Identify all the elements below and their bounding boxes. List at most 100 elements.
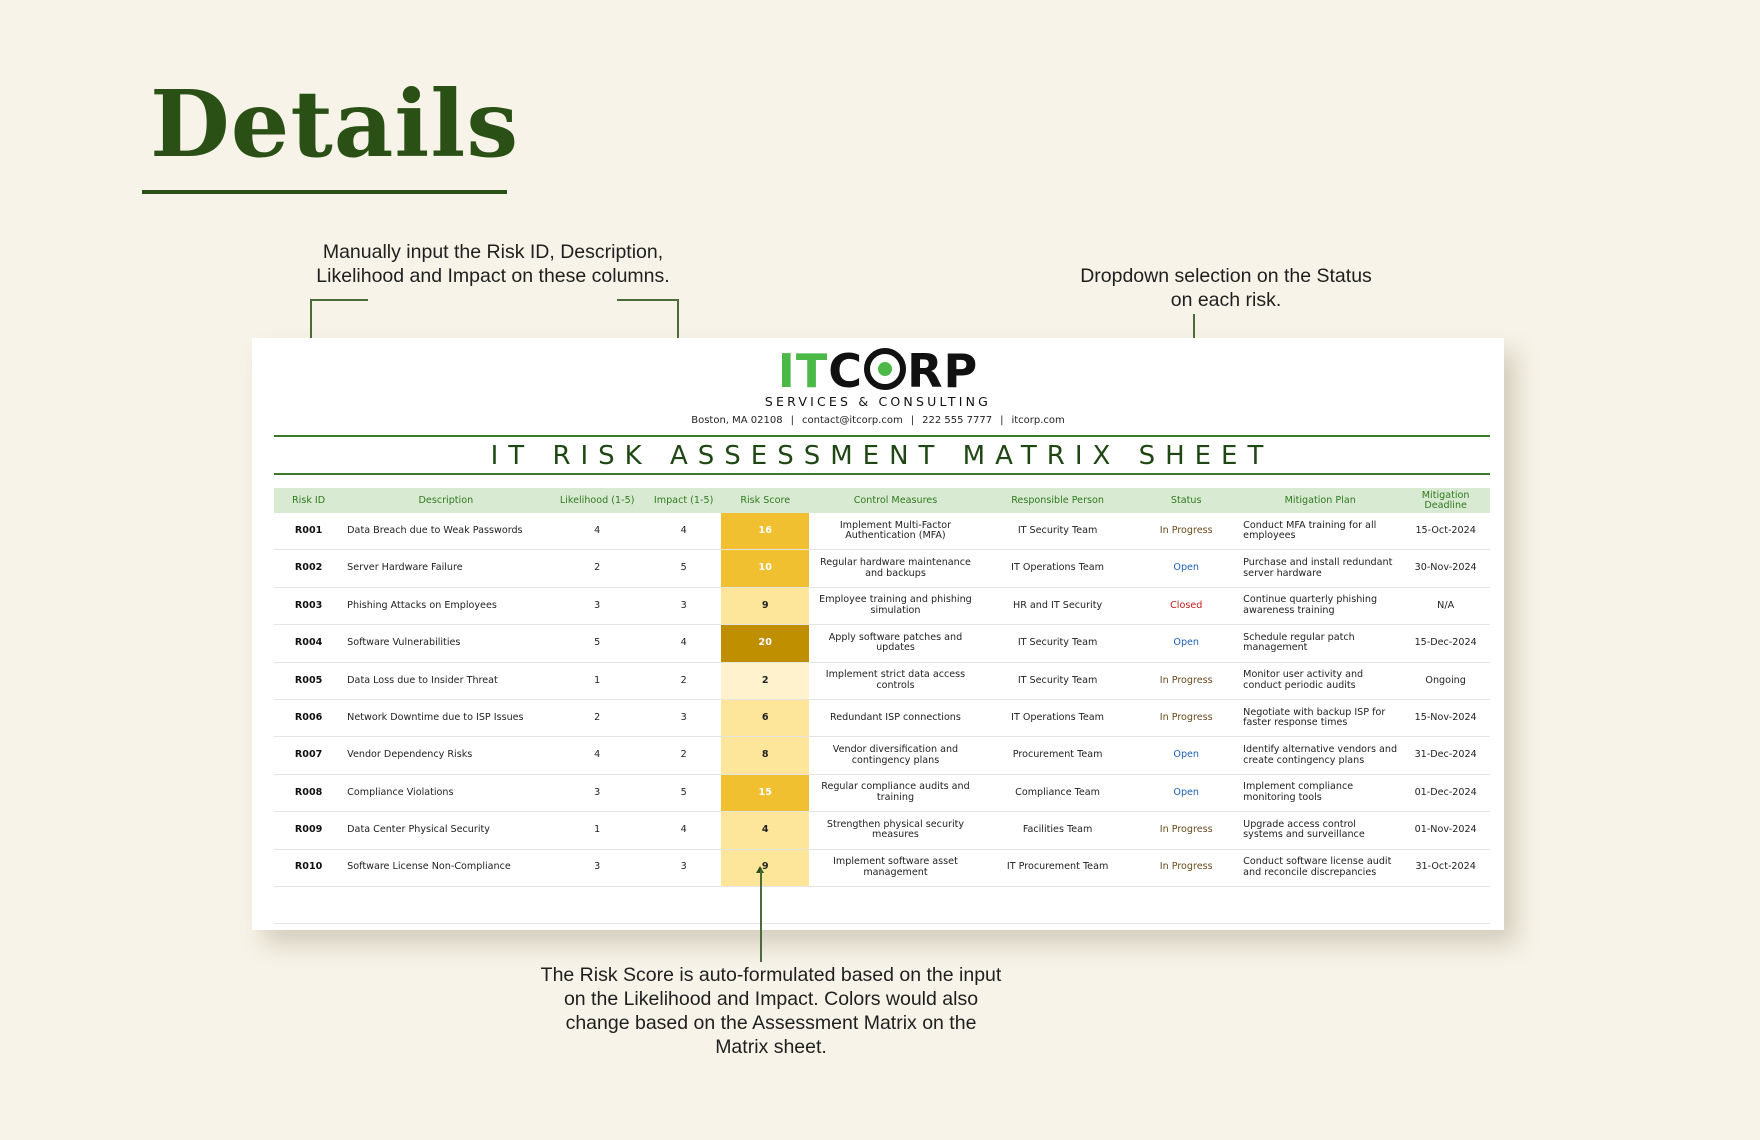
likelihood-cell[interactable]: 3 bbox=[548, 849, 646, 887]
status-dropdown[interactable]: In Progress bbox=[1133, 811, 1240, 850]
empty-cell[interactable] bbox=[548, 886, 646, 925]
responsible-person-cell[interactable]: Compliance Team bbox=[981, 774, 1134, 813]
col-status: Status bbox=[1133, 488, 1240, 513]
impact-cell[interactable]: 3 bbox=[645, 849, 722, 887]
mitigation-deadline-cell[interactable]: 31-Dec-2024 bbox=[1401, 736, 1490, 775]
impact-cell[interactable]: 5 bbox=[645, 549, 722, 588]
responsible-person-cell[interactable]: IT Security Team bbox=[981, 513, 1134, 551]
likelihood-cell[interactable]: 1 bbox=[548, 811, 646, 850]
description-cell[interactable]: Software Vulnerabilities bbox=[343, 624, 549, 663]
empty-cell[interactable] bbox=[1239, 886, 1402, 925]
control-measures-cell[interactable]: Vendor diversification and contingency p… bbox=[809, 736, 982, 775]
description-cell[interactable]: Vendor Dependency Risks bbox=[343, 736, 549, 775]
likelihood-cell[interactable]: 2 bbox=[548, 549, 646, 588]
mitigation-deadline-cell[interactable]: Ongoing bbox=[1401, 662, 1490, 700]
status-dropdown[interactable]: Open bbox=[1133, 736, 1240, 775]
mitigation-plan-cell[interactable]: Implement compliance monitoring tools bbox=[1239, 774, 1402, 813]
likelihood-cell[interactable]: 5 bbox=[548, 624, 646, 663]
likelihood-cell[interactable]: 1 bbox=[548, 662, 646, 700]
description-cell[interactable]: Compliance Violations bbox=[343, 774, 549, 813]
status-dropdown[interactable]: In Progress bbox=[1133, 513, 1240, 551]
control-measures-cell[interactable]: Strengthen physical security measures bbox=[809, 811, 982, 850]
mitigation-plan-cell[interactable]: Identify alternative vendors and create … bbox=[1239, 736, 1402, 775]
mitigation-deadline-cell[interactable]: N/A bbox=[1401, 587, 1490, 626]
control-measures-cell[interactable]: Implement strict data access controls bbox=[809, 662, 982, 700]
mitigation-deadline-cell[interactable]: 30-Nov-2024 bbox=[1401, 549, 1490, 588]
control-measures-cell[interactable]: Implement software asset management bbox=[809, 849, 982, 887]
likelihood-cell[interactable]: 3 bbox=[548, 587, 646, 626]
status-dropdown[interactable]: Open bbox=[1133, 624, 1240, 663]
description-cell[interactable]: Network Downtime due to ISP Issues bbox=[343, 699, 549, 738]
description-cell[interactable]: Software License Non-Compliance bbox=[343, 849, 549, 887]
mitigation-plan-cell[interactable]: Monitor user activity and conduct period… bbox=[1239, 662, 1402, 700]
mitigation-plan-cell[interactable]: Conduct MFA training for all employees bbox=[1239, 513, 1402, 551]
status-dropdown[interactable]: Closed bbox=[1133, 587, 1240, 626]
impact-cell[interactable]: 2 bbox=[645, 736, 722, 775]
control-measures-cell[interactable]: Implement Multi-Factor Authentication (M… bbox=[809, 513, 982, 551]
mitigation-plan-cell[interactable]: Purchase and install redundant server ha… bbox=[1239, 549, 1402, 588]
responsible-person-cell[interactable]: Facilities Team bbox=[981, 811, 1134, 850]
col-description: Description bbox=[343, 488, 549, 513]
empty-cell[interactable] bbox=[1133, 886, 1240, 925]
impact-cell[interactable]: 3 bbox=[645, 587, 722, 626]
empty-cell[interactable] bbox=[645, 886, 722, 925]
mitigation-plan-cell[interactable]: Continue quarterly phishing awareness tr… bbox=[1239, 587, 1402, 626]
responsible-person-cell[interactable]: HR and IT Security bbox=[981, 587, 1134, 626]
status-dropdown[interactable]: In Progress bbox=[1133, 849, 1240, 887]
empty-cell[interactable] bbox=[274, 886, 344, 925]
likelihood-cell[interactable]: 2 bbox=[548, 699, 646, 738]
responsible-person-cell[interactable]: IT Security Team bbox=[981, 624, 1134, 663]
empty-cell[interactable] bbox=[1401, 886, 1490, 925]
status-dropdown[interactable]: Open bbox=[1133, 774, 1240, 813]
status-dropdown[interactable]: In Progress bbox=[1133, 699, 1240, 738]
description-cell[interactable]: Data Center Physical Security bbox=[343, 811, 549, 850]
responsible-person-cell[interactable]: IT Security Team bbox=[981, 662, 1134, 700]
responsible-person-cell[interactable]: IT Procurement Team bbox=[981, 849, 1134, 887]
control-measures-cell[interactable]: Regular compliance audits and training bbox=[809, 774, 982, 813]
control-measures-cell[interactable]: Redundant ISP connections bbox=[809, 699, 982, 738]
control-measures-cell[interactable]: Apply software patches and updates bbox=[809, 624, 982, 663]
mitigation-plan-cell[interactable]: Negotiate with backup ISP for faster res… bbox=[1239, 699, 1402, 738]
empty-cell[interactable] bbox=[981, 886, 1134, 925]
impact-cell[interactable]: 4 bbox=[645, 624, 722, 663]
mitigation-plan-cell[interactable]: Conduct software license audit and recon… bbox=[1239, 849, 1402, 887]
sheet-title: IT RISK ASSESSMENT MATRIX SHEET bbox=[490, 441, 1274, 471]
responsible-person-cell[interactable]: IT Operations Team bbox=[981, 549, 1134, 588]
responsible-person-cell[interactable]: Procurement Team bbox=[981, 736, 1134, 775]
logo-rp: RP bbox=[907, 344, 979, 398]
impact-cell[interactable]: 4 bbox=[645, 513, 722, 551]
risk-id-cell: R005 bbox=[274, 662, 344, 700]
impact-cell[interactable]: 3 bbox=[645, 699, 722, 738]
likelihood-cell[interactable]: 4 bbox=[548, 736, 646, 775]
mitigation-deadline-cell[interactable]: 01-Dec-2024 bbox=[1401, 774, 1490, 813]
status-dropdown[interactable]: Open bbox=[1133, 549, 1240, 588]
description-cell[interactable]: Data Loss due to Insider Threat bbox=[343, 662, 549, 700]
mitigation-deadline-cell[interactable]: 31-Oct-2024 bbox=[1401, 849, 1490, 887]
col-control-measures: Control Measures bbox=[809, 488, 982, 513]
mitigation-plan-cell[interactable]: Schedule regular patch management bbox=[1239, 624, 1402, 663]
control-measures-cell[interactable]: Employee training and phishing simulatio… bbox=[809, 587, 982, 626]
contact-email[interactable]: contact@itcorp.com bbox=[801, 415, 903, 426]
description-cell[interactable]: Phishing Attacks on Employees bbox=[343, 587, 549, 626]
mitigation-deadline-cell[interactable]: 15-Nov-2024 bbox=[1401, 699, 1490, 738]
impact-cell[interactable]: 2 bbox=[645, 662, 722, 700]
description-cell[interactable]: Data Breach due to Weak Passwords bbox=[343, 513, 549, 551]
likelihood-cell[interactable]: 3 bbox=[548, 774, 646, 813]
mitigation-plan-cell[interactable]: Upgrade access control systems and surve… bbox=[1239, 811, 1402, 850]
mitigation-deadline-cell[interactable]: 15-Oct-2024 bbox=[1401, 513, 1490, 551]
impact-cell[interactable]: 5 bbox=[645, 774, 722, 813]
responsible-person-cell[interactable]: IT Operations Team bbox=[981, 699, 1134, 738]
table-row: R007 Vendor Dependency Risks 4 2 8 Vendor div… bbox=[274, 736, 1490, 775]
risk-id-cell: R006 bbox=[274, 699, 344, 738]
empty-cell[interactable] bbox=[721, 886, 809, 925]
control-measures-cell[interactable]: Regular hardware maintenance and backups bbox=[809, 549, 982, 588]
empty-cell[interactable] bbox=[809, 886, 982, 925]
mitigation-deadline-cell[interactable]: 01-Nov-2024 bbox=[1401, 811, 1490, 850]
description-cell[interactable]: Server Hardware Failure bbox=[343, 549, 549, 588]
likelihood-cell[interactable]: 4 bbox=[548, 513, 646, 551]
status-dropdown[interactable]: In Progress bbox=[1133, 662, 1240, 700]
impact-cell[interactable]: 4 bbox=[645, 811, 722, 850]
contact-website[interactable]: itcorp.com bbox=[1011, 415, 1065, 426]
mitigation-deadline-cell[interactable]: 15-Dec-2024 bbox=[1401, 624, 1490, 663]
empty-cell[interactable] bbox=[343, 886, 549, 925]
